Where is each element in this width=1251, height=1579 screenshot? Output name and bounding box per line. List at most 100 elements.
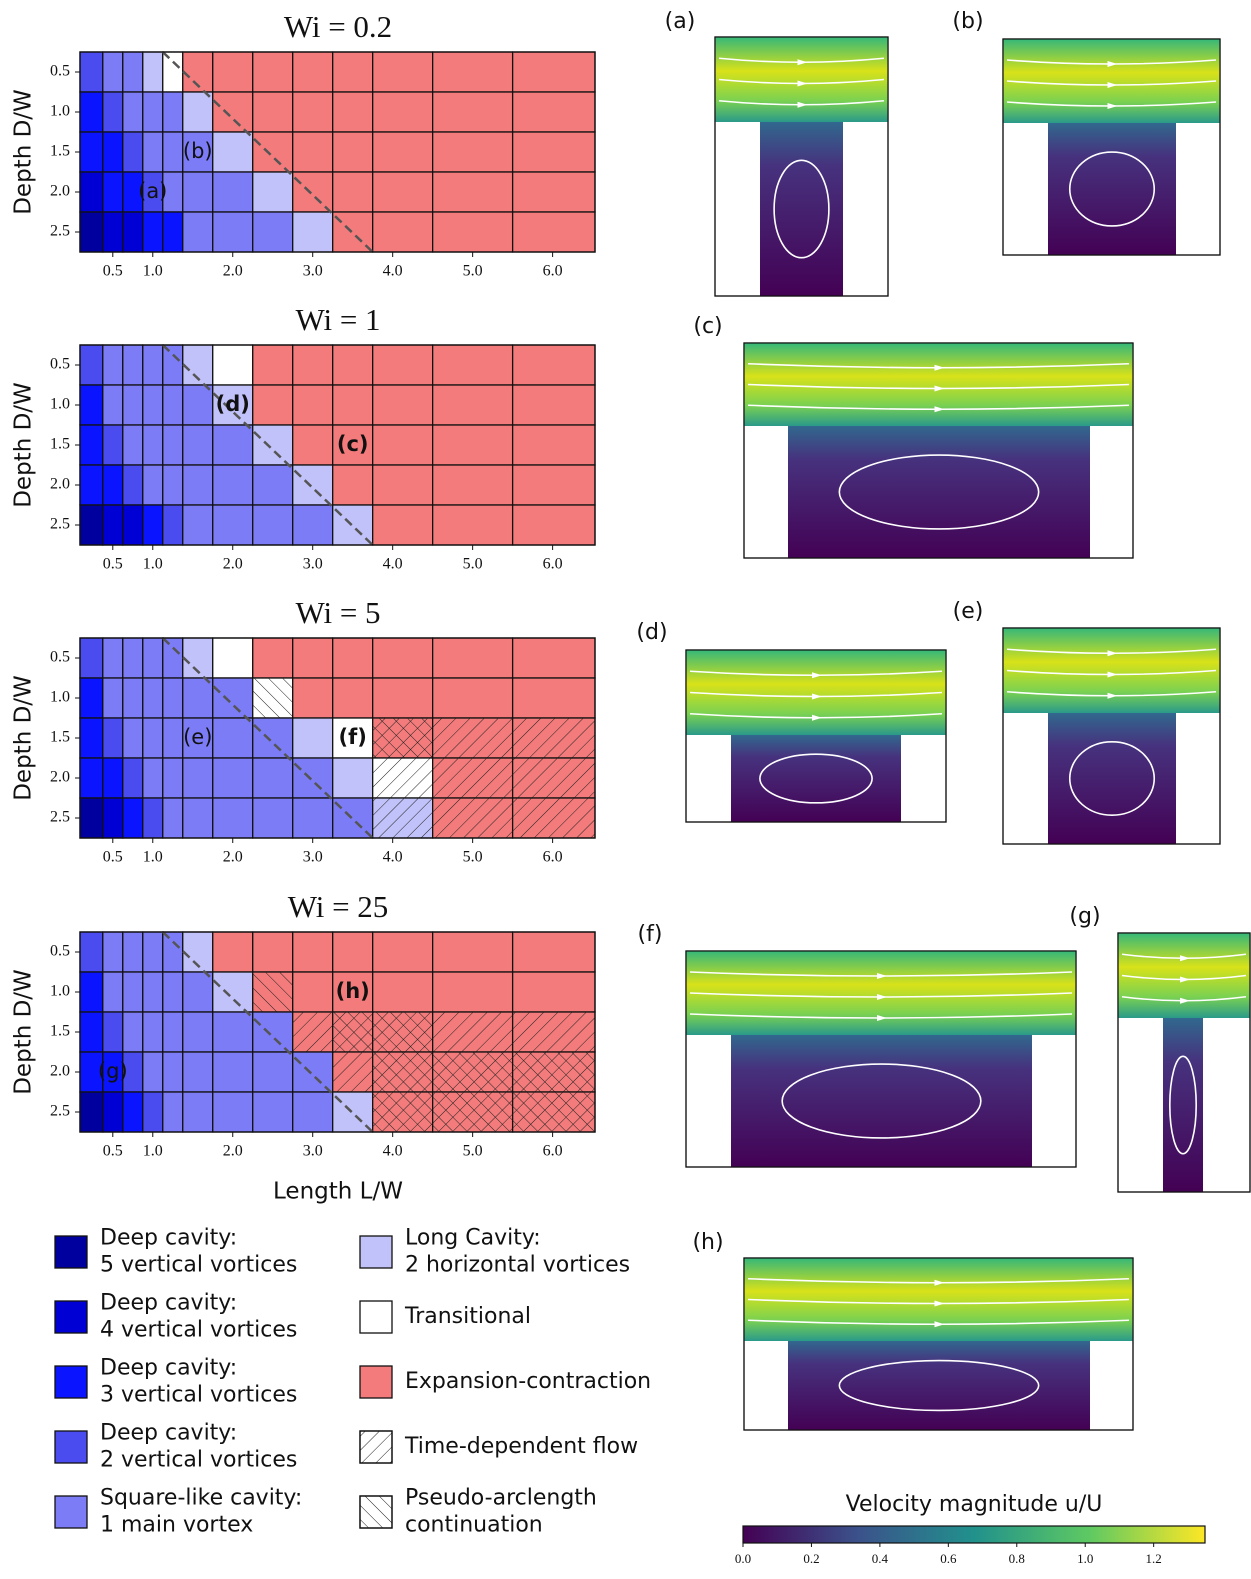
hatch-overlay (373, 798, 433, 838)
y-tick-label: 2.0 (50, 769, 70, 786)
x-tick-label: 3.0 (303, 556, 323, 573)
hatch-overlay (373, 1092, 433, 1132)
regime-cell (433, 505, 513, 545)
regime-cell (293, 172, 333, 212)
regime-cell (103, 345, 123, 385)
cavity-flow (1048, 713, 1176, 844)
regime-cell (293, 678, 333, 718)
regime-cell (80, 718, 103, 758)
regime-cell (163, 505, 183, 545)
regime-cell (143, 638, 163, 678)
regime-cell (253, 718, 293, 758)
regime-cell (163, 678, 183, 718)
regime-cell (213, 172, 253, 212)
regime-cell (253, 932, 293, 972)
x-tick-label: 2.0 (223, 1143, 243, 1160)
regime-cell (213, 718, 253, 758)
y-tick-label: 1.5 (50, 729, 70, 746)
y-tick-label: 0.5 (50, 649, 70, 666)
colorbar-tick-label: 0.4 (872, 1551, 889, 1566)
panel-annotation: (g) (98, 1059, 128, 1083)
regime-cell (80, 932, 103, 972)
hatch-overlay (433, 1092, 513, 1132)
legend-swatch (55, 1431, 87, 1463)
regime-cell (253, 212, 293, 252)
legend-label: 4 vertical vortices (100, 1318, 297, 1343)
regime-cell (253, 132, 293, 172)
y-tick-label: 0.5 (50, 356, 70, 373)
regime-cell (143, 345, 163, 385)
legend-swatch (360, 1301, 392, 1333)
x-tick-label: 5.0 (463, 556, 483, 573)
x-tick-label: 5.0 (463, 849, 483, 866)
regime-cell (293, 932, 333, 972)
regime-cell (103, 465, 123, 505)
regime-cell (253, 92, 293, 132)
regime-cell (103, 798, 123, 838)
regime-cell (183, 172, 213, 212)
regime-cell (373, 932, 433, 972)
regime-cell (103, 172, 123, 212)
regime-cell (213, 212, 253, 252)
regime-cell (163, 798, 183, 838)
regime-cell (213, 505, 253, 545)
regime-cell (513, 465, 595, 505)
regime-cell (123, 638, 143, 678)
x-tick-label: 0.5 (103, 849, 123, 866)
regime-cell (433, 638, 513, 678)
cavity-flow (788, 426, 1090, 558)
panel-label: (g) (1069, 904, 1100, 929)
chart-title: Wi = 25 (288, 889, 389, 924)
legend-label: Square-like cavity: (100, 1486, 302, 1511)
regime-cell (213, 1052, 253, 1092)
y-axis-label: Depth D/W (11, 969, 37, 1095)
regime-cell (103, 932, 123, 972)
regime-cell (373, 172, 433, 212)
x-tick-label: 4.0 (383, 556, 403, 573)
regime-cell (213, 1012, 253, 1052)
regime-cell (183, 212, 213, 252)
regime-cell (183, 798, 213, 838)
x-tick-label: 1.0 (143, 1143, 163, 1160)
regime-cell (143, 678, 163, 718)
regime-cell (513, 932, 595, 972)
panel-label: (e) (953, 599, 984, 624)
legend-label: 5 vertical vortices (100, 1253, 297, 1278)
regime-cell (163, 1092, 183, 1132)
regime-cell (123, 972, 143, 1012)
y-tick-label: 1.5 (50, 436, 70, 453)
regime-cell (293, 1092, 333, 1132)
colorbar-tick-label: 0.6 (940, 1551, 957, 1566)
regime-cell (80, 132, 103, 172)
x-tick-label: 0.5 (103, 1143, 123, 1160)
hatch-overlay (513, 758, 595, 798)
regime-cell (143, 385, 163, 425)
regime-cell (253, 465, 293, 505)
regime-cell (293, 132, 333, 172)
regime-cell (103, 758, 123, 798)
regime-cell (123, 1012, 143, 1052)
regime-cell (183, 678, 213, 718)
legend-hatch (360, 1496, 392, 1528)
regime-cell (433, 52, 513, 92)
channel-flow (1003, 628, 1220, 713)
regime-cell (513, 678, 595, 718)
regime-cell (123, 345, 143, 385)
colorbar-tick-label: 1.2 (1146, 1551, 1162, 1566)
legend-label: Deep cavity: (100, 1291, 237, 1316)
panel-annotation: (e) (183, 725, 212, 749)
x-tick-label: 6.0 (543, 1143, 563, 1160)
hatch-overlay (513, 718, 595, 758)
legend-hatch (360, 1431, 392, 1463)
regime-cell (163, 425, 183, 465)
x-tick-label: 5.0 (463, 263, 483, 280)
x-tick-label: 2.0 (223, 263, 243, 280)
regime-cell (293, 425, 333, 465)
regime-cell (103, 505, 123, 545)
regime-cell (80, 1092, 103, 1132)
panel-annotation: (b) (183, 139, 213, 163)
regime-cell (293, 638, 333, 678)
regime-cell (513, 132, 595, 172)
legend-label: Long Cavity: (405, 1226, 541, 1251)
colorbar-tick-label: 0.8 (1009, 1551, 1025, 1566)
